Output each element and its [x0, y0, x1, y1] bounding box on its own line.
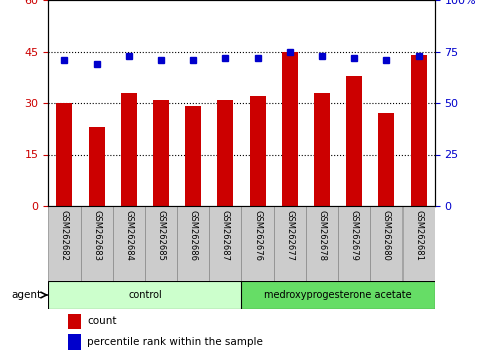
Bar: [48, 206, 81, 281]
Bar: [411, 55, 426, 206]
Bar: [145, 206, 177, 281]
Bar: [282, 51, 298, 206]
Text: GSM262678: GSM262678: [317, 210, 327, 261]
Text: medroxyprogesterone acetate: medroxyprogesterone acetate: [264, 290, 412, 300]
Bar: [346, 75, 362, 206]
Bar: [242, 281, 435, 309]
Bar: [338, 206, 370, 281]
Bar: [88, 127, 105, 206]
Text: GSM262677: GSM262677: [285, 210, 294, 261]
Text: GSM262685: GSM262685: [156, 210, 166, 261]
Bar: [378, 113, 395, 206]
Text: control: control: [128, 290, 162, 300]
Bar: [217, 99, 233, 206]
Text: percentile rank within the sample: percentile rank within the sample: [87, 337, 263, 347]
Text: GSM262681: GSM262681: [414, 210, 423, 261]
Text: count: count: [87, 316, 116, 326]
Bar: [177, 206, 209, 281]
Bar: [370, 206, 402, 281]
Bar: [68, 334, 81, 349]
Bar: [314, 93, 330, 206]
Bar: [153, 99, 169, 206]
Bar: [81, 206, 113, 281]
Text: GSM262679: GSM262679: [350, 210, 359, 261]
Bar: [185, 107, 201, 206]
Text: GSM262680: GSM262680: [382, 210, 391, 261]
Bar: [68, 314, 81, 329]
Text: GSM262687: GSM262687: [221, 210, 230, 261]
Bar: [250, 96, 266, 206]
Text: GSM262683: GSM262683: [92, 210, 101, 261]
Bar: [57, 103, 72, 206]
Text: GSM262682: GSM262682: [60, 210, 69, 261]
Bar: [306, 206, 338, 281]
Bar: [242, 206, 274, 281]
Text: GSM262686: GSM262686: [189, 210, 198, 261]
Text: agent: agent: [12, 290, 42, 300]
Bar: [402, 206, 435, 281]
Bar: [121, 93, 137, 206]
Bar: [113, 206, 145, 281]
Text: GSM262676: GSM262676: [253, 210, 262, 261]
Bar: [209, 206, 242, 281]
Text: GSM262684: GSM262684: [124, 210, 133, 261]
Bar: [48, 281, 242, 309]
Bar: [274, 206, 306, 281]
